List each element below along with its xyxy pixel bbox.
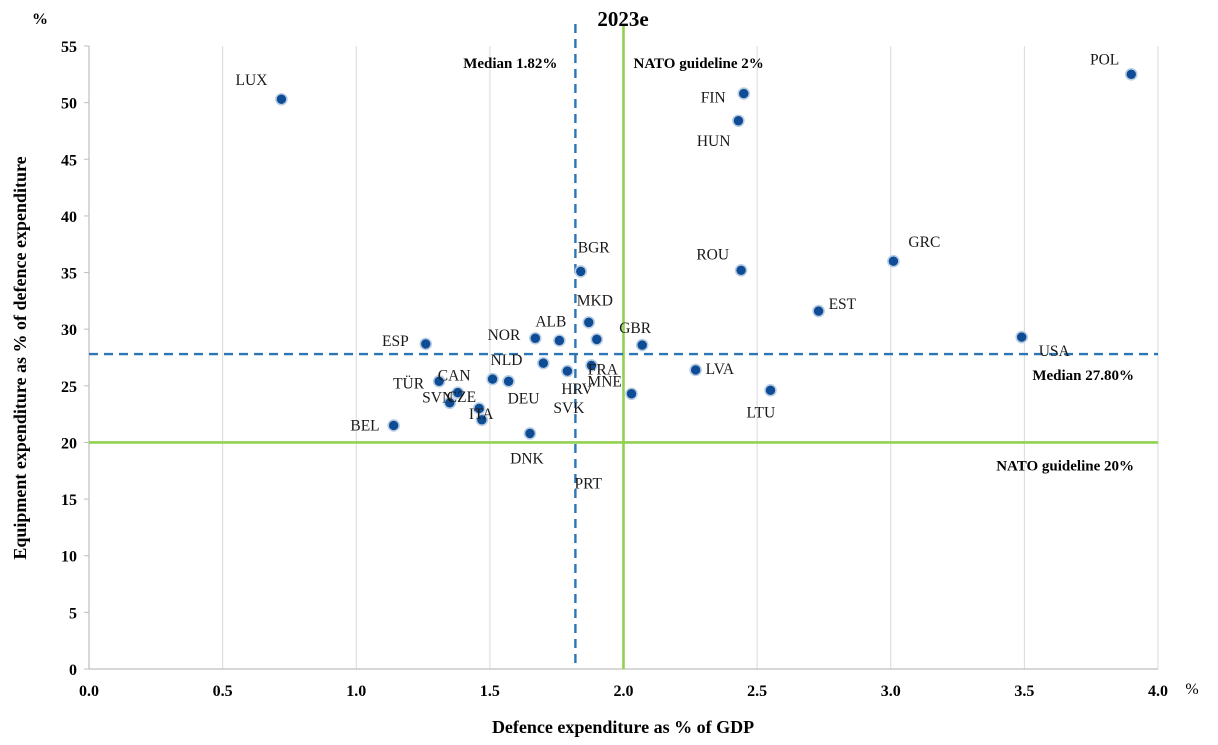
data-point	[1015, 330, 1029, 344]
reference-lines: Median 1.82% NATO guideline 2% Median 27.8…	[89, 24, 1158, 669]
x-tick-label: 0.5	[213, 683, 233, 700]
point-label: GBR	[619, 320, 652, 337]
data-point	[887, 254, 900, 268]
point-label: ESP	[382, 333, 409, 350]
data-point	[275, 92, 288, 106]
point-label: BGR	[578, 239, 611, 256]
data-point	[590, 333, 604, 346]
data-point	[561, 364, 574, 378]
data-point	[553, 334, 566, 347]
y-axis-title: Equipment expenditure as % of defence ex…	[10, 156, 30, 559]
point-label: GRC	[908, 234, 940, 251]
point-label: ITA	[469, 406, 494, 423]
reference-line-label: NATO guideline 20%	[996, 458, 1134, 474]
y-tick-label: 25	[61, 379, 77, 396]
point-label: BEL	[350, 417, 379, 434]
data-point	[502, 374, 515, 388]
point-label: ROU	[696, 246, 729, 263]
x-tick-label: 4.0	[1148, 683, 1168, 700]
point-label: FIN	[701, 90, 726, 107]
point-label: ALB	[535, 314, 566, 331]
reference-line-label: NATO guideline 2%	[634, 56, 764, 72]
x-tick-label: 0.0	[79, 683, 99, 700]
chart-title: 2023e	[597, 7, 648, 31]
axes	[84, 45, 1158, 670]
data-point	[689, 363, 702, 377]
data-point	[475, 413, 489, 427]
x-tick-label: 3.0	[881, 683, 901, 700]
y-tick-label: 35	[61, 266, 77, 283]
x-tick-label: 3.5	[1014, 683, 1034, 700]
data-point	[582, 316, 596, 329]
point-label: CAN	[438, 368, 471, 385]
point-label: NLD	[491, 352, 523, 369]
data-point	[764, 384, 777, 397]
data-point	[387, 419, 400, 432]
x-tick-label: 2.5	[747, 683, 767, 700]
y-tick-label: 45	[61, 152, 77, 169]
data-point	[529, 331, 542, 345]
data-point	[472, 402, 486, 415]
point-label: HRV	[561, 381, 593, 398]
point-labels: LUX POL FIN HUN BGR ROU GRC EST MKD USA ESP NOR ALB G…	[236, 51, 1120, 492]
x-tick-label: 1.5	[480, 683, 500, 700]
data-point	[732, 114, 745, 128]
point-label: FRA	[588, 361, 619, 378]
y-tick-label: 0	[69, 662, 77, 679]
data-point	[585, 359, 598, 372]
data-point	[537, 356, 550, 370]
point-label: NOR	[488, 327, 521, 344]
point-label: EST	[829, 296, 857, 313]
point-label: PRT	[575, 476, 603, 493]
data-point	[443, 396, 457, 410]
point-label: MKD	[577, 292, 613, 309]
y-tick-label: 40	[61, 209, 77, 226]
reference-line-label: Median 1.82%	[463, 56, 557, 72]
data-point	[432, 374, 446, 388]
x-tick-label: 2.0	[614, 683, 634, 700]
data-point	[574, 265, 588, 278]
point-label: CZE	[447, 389, 476, 406]
point-label: DNK	[510, 450, 544, 467]
point-label: LVA	[706, 361, 735, 378]
point-label: LUX	[236, 72, 268, 89]
point-label: DEU	[508, 390, 540, 407]
reference-line-label: Median 27.80%	[1032, 368, 1134, 384]
data-point	[451, 386, 465, 399]
point-label: SVN	[422, 389, 453, 406]
y-tick-label: 10	[61, 549, 77, 566]
point-label: TÜR	[393, 375, 425, 392]
point-label: HUN	[697, 133, 731, 150]
point-label: POL	[1090, 51, 1119, 68]
data-point	[523, 427, 537, 440]
y-tick-label: 30	[61, 322, 77, 339]
data-point	[625, 387, 638, 401]
y-tick-label: 20	[61, 435, 77, 452]
data-point	[1124, 68, 1138, 81]
data-point	[635, 338, 649, 352]
y-unit-label: %	[32, 11, 48, 28]
point-label: USA	[1039, 343, 1071, 360]
grid-lines	[222, 46, 1159, 669]
tick-labels: 0.0 0.5 1.0 1.5 2.0 2.5 3.0 3.5 4.0 0 5 10 15 20 25 30 3…	[61, 39, 1168, 700]
data-point	[486, 372, 499, 386]
point-label: LTU	[746, 404, 775, 421]
data-point	[734, 263, 748, 277]
point-label: MNE	[587, 373, 621, 390]
y-tick-label: 55	[61, 39, 77, 56]
x-tick-label: 1.0	[346, 683, 366, 700]
point-label: SVK	[553, 400, 585, 417]
x-unit-label: %	[1185, 681, 1198, 698]
y-tick-label: 15	[61, 492, 77, 509]
y-tick-label: 5	[69, 605, 77, 622]
data-point	[812, 304, 825, 318]
x-axis-title: Defence expenditure as % of GDP	[492, 717, 754, 737]
data-points	[275, 68, 1138, 440]
data-point	[419, 337, 433, 351]
y-tick-label: 50	[61, 96, 77, 113]
data-point	[737, 87, 751, 100]
